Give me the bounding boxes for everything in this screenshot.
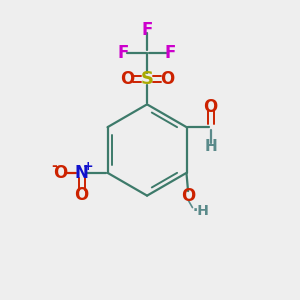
Text: O: O bbox=[204, 98, 218, 116]
Text: ·H: ·H bbox=[193, 204, 209, 218]
Text: F: F bbox=[141, 21, 153, 39]
Text: -: - bbox=[51, 159, 57, 173]
Text: +: + bbox=[82, 160, 93, 173]
Text: F: F bbox=[118, 44, 129, 62]
Text: O: O bbox=[53, 164, 68, 182]
Text: O: O bbox=[160, 70, 174, 88]
Text: H: H bbox=[204, 139, 217, 154]
Text: O: O bbox=[120, 70, 134, 88]
Text: O: O bbox=[74, 186, 89, 204]
Text: S: S bbox=[141, 70, 154, 88]
Text: O: O bbox=[181, 187, 195, 205]
Text: F: F bbox=[165, 44, 176, 62]
Text: N: N bbox=[75, 164, 88, 182]
